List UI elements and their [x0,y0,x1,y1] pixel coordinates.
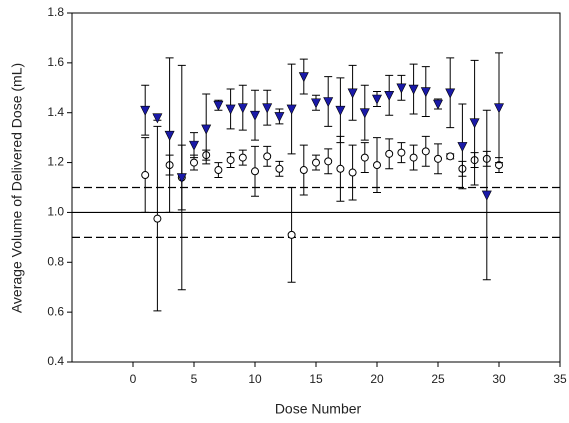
point [421,147,430,156]
point [336,164,345,173]
point [434,154,442,163]
point [251,167,259,176]
y-tick-label: 1.2 [47,155,64,169]
x-tick-label: 15 [309,372,323,386]
y-tick-label: 1.6 [47,55,64,69]
y-tick-label: 0.8 [47,254,64,268]
point [446,152,455,161]
point [312,158,320,167]
y-tick-label: 1.0 [47,205,64,219]
y-axis-title: Average Volume of Delivered Dose (mL) [9,63,25,313]
x-axis-title: Dose Number [275,401,362,417]
point [469,118,480,129]
point [360,153,369,162]
point [298,72,309,83]
point [201,124,212,135]
point [274,112,285,123]
point [287,230,296,239]
point [189,140,199,151]
x-tick-label: 25 [431,372,445,386]
point [324,157,333,166]
point [226,156,235,165]
point [445,88,456,99]
point [372,94,382,105]
point [359,108,370,119]
y-tick-label: 0.6 [47,304,64,318]
point [237,103,248,114]
point [409,153,418,162]
y-tick-label: 0.4 [47,354,64,368]
point [494,103,504,114]
y-tick-label: 1.8 [47,5,64,19]
x-tick-label: 20 [370,372,384,386]
x-tick-label: 35 [553,372,567,386]
point [397,148,406,157]
point [263,152,272,161]
point [335,105,346,116]
point [238,153,247,162]
point [385,149,394,158]
point [153,214,162,223]
point [384,90,395,101]
point [373,161,381,170]
point [311,98,321,109]
y-tick-label: 1.4 [47,105,64,119]
point [140,105,151,116]
point [190,158,198,167]
point [420,87,431,98]
point [408,84,419,95]
point [396,83,407,94]
point [433,99,443,110]
point [481,190,492,201]
x-tick-label: 5 [191,372,198,386]
point [141,171,150,180]
point [164,130,175,141]
point [275,164,284,173]
point [299,166,308,175]
point [457,142,468,153]
x-tick-label: 0 [130,372,137,386]
point [152,113,163,124]
point [262,103,273,114]
point [213,100,224,111]
point [176,173,187,184]
point [250,110,260,121]
point [214,166,223,175]
point [347,88,358,99]
point [348,168,357,177]
x-tick-label: 10 [248,372,262,386]
point [323,97,334,108]
point [225,104,236,115]
x-tick-label: 30 [492,372,506,386]
point [286,104,297,115]
